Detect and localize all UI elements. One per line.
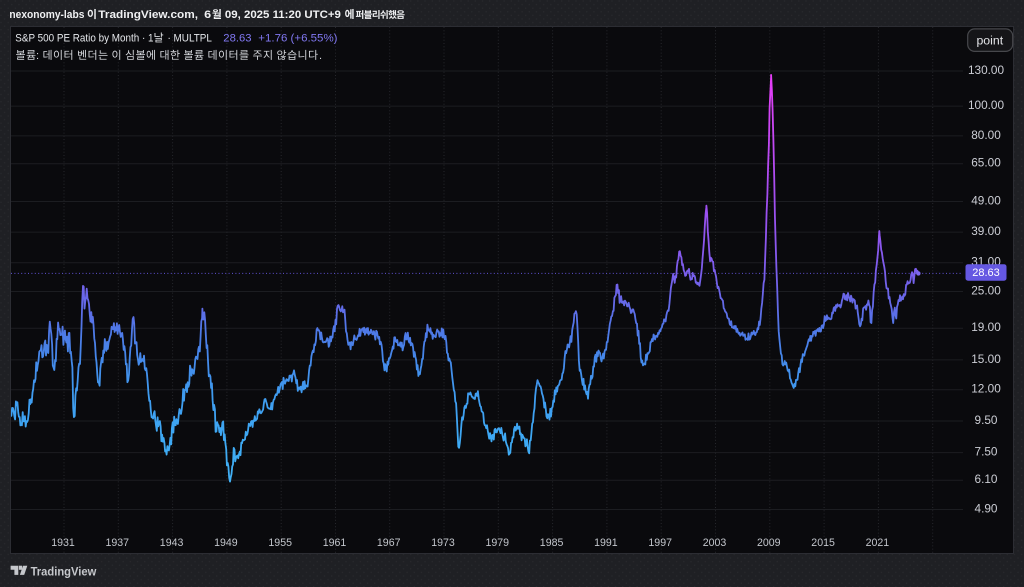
svg-text:2015: 2015 bbox=[811, 537, 835, 549]
svg-text:39.00: 39.00 bbox=[971, 224, 1001, 238]
svg-text:1997: 1997 bbox=[648, 537, 672, 549]
svg-text:1985: 1985 bbox=[540, 537, 564, 549]
svg-text:4.90: 4.90 bbox=[975, 501, 998, 515]
svg-text:.: . bbox=[319, 50, 322, 62]
svg-text:2021: 2021 bbox=[866, 537, 890, 549]
svg-text:100.00: 100.00 bbox=[968, 98, 1005, 112]
svg-text:1961: 1961 bbox=[323, 537, 347, 549]
svg-text:25.00: 25.00 bbox=[971, 283, 1001, 297]
svg-text:1943: 1943 bbox=[160, 537, 184, 549]
svg-text:9.50: 9.50 bbox=[975, 413, 998, 427]
svg-text:1967: 1967 bbox=[377, 537, 401, 549]
svg-text:+1.76 (+6.55%): +1.76 (+6.55%) bbox=[258, 33, 337, 45]
svg-text:28.63: 28.63 bbox=[223, 33, 251, 45]
svg-text:1979: 1979 bbox=[486, 537, 510, 549]
svg-text:TradingView.com,: TradingView.com, bbox=[98, 9, 198, 21]
svg-text:point: point bbox=[976, 33, 1003, 47]
svg-text:28.63: 28.63 bbox=[972, 267, 1000, 279]
svg-text:49.00: 49.00 bbox=[971, 193, 1001, 207]
svg-text:15.00: 15.00 bbox=[971, 352, 1001, 366]
svg-text:2009: 2009 bbox=[757, 537, 781, 549]
svg-text:12.00: 12.00 bbox=[971, 382, 1001, 396]
svg-text:S&P 500 PE Ratio by Month · 1: S&P 500 PE Ratio by Month · 1 bbox=[15, 33, 153, 45]
svg-text:65.00: 65.00 bbox=[971, 156, 1001, 170]
svg-text:TradingView: TradingView bbox=[31, 564, 97, 578]
svg-text:1973: 1973 bbox=[431, 537, 455, 549]
svg-text:· MULTPL: · MULTPL bbox=[168, 33, 212, 45]
svg-text:19.00: 19.00 bbox=[971, 320, 1001, 334]
svg-text:1955: 1955 bbox=[268, 537, 292, 549]
svg-text:09, 2025 11:20 UTC+9: 09, 2025 11:20 UTC+9 bbox=[225, 9, 341, 21]
svg-text:1949: 1949 bbox=[214, 537, 238, 549]
svg-text:1937: 1937 bbox=[106, 537, 130, 549]
svg-text:1991: 1991 bbox=[594, 537, 618, 549]
svg-text:7.50: 7.50 bbox=[975, 445, 998, 459]
svg-text:130.00: 130.00 bbox=[968, 63, 1005, 77]
svg-text:1931: 1931 bbox=[51, 537, 75, 549]
svg-text:nexonomy-labs: nexonomy-labs bbox=[9, 9, 84, 21]
svg-text:6.10: 6.10 bbox=[975, 472, 998, 486]
svg-text:2003: 2003 bbox=[703, 537, 727, 549]
svg-text::: : bbox=[36, 50, 39, 62]
svg-text:6: 6 bbox=[204, 9, 211, 21]
svg-text:80.00: 80.00 bbox=[971, 128, 1001, 142]
